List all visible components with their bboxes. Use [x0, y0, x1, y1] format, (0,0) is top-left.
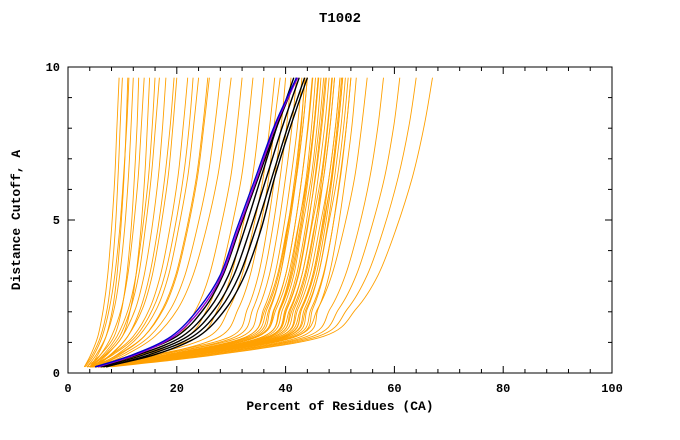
model-curves-orange	[89, 77, 292, 368]
reference-curves-black	[103, 77, 309, 368]
model-curves-orange	[86, 77, 134, 368]
tick-label: 40	[278, 382, 292, 396]
model-curves-orange	[92, 77, 210, 368]
model-curves-orange	[94, 77, 343, 368]
model-curves-orange	[94, 77, 178, 368]
model-curves-orange	[106, 77, 417, 368]
highlight-curve-purple	[97, 77, 299, 368]
model-curves-orange	[86, 77, 140, 368]
tick-label: 20	[170, 382, 184, 396]
model-curves-orange	[102, 77, 344, 368]
model-curves-orange	[90, 77, 306, 368]
model-curves-orange	[100, 77, 401, 368]
model-curves-orange	[96, 77, 320, 368]
model-curves-orange	[83, 77, 120, 368]
model-curves-orange	[90, 77, 194, 368]
model-curves-orange	[89, 77, 189, 368]
model-curves-orange	[89, 77, 145, 368]
model-curves-orange	[86, 77, 287, 368]
model-curves-orange	[95, 77, 306, 368]
tick-label: 100	[601, 382, 623, 396]
reference-curves-black	[100, 77, 300, 368]
model-curves-orange	[92, 77, 327, 368]
model-curves-orange	[96, 77, 209, 368]
y-axis-label: Distance Cutoff, A	[9, 150, 24, 291]
reference-curves-black	[105, 77, 306, 368]
model-curves-orange	[93, 77, 175, 368]
model-curves-orange	[91, 77, 313, 368]
x-axis-label: Percent of Residues (CA)	[246, 399, 433, 414]
highlight-curve-blue	[94, 77, 298, 368]
model-curves-orange	[103, 77, 344, 368]
model-curves-orange	[83, 77, 123, 368]
model-curves-orange	[111, 77, 433, 368]
model-curves-orange	[85, 77, 130, 368]
tick-label: 10	[46, 61, 60, 75]
chart-title: T1002	[319, 11, 361, 27]
model-curves-orange	[90, 77, 160, 368]
curve-layer	[83, 77, 433, 368]
model-curves-orange	[98, 77, 326, 368]
model-curves-orange	[94, 77, 200, 368]
model-curves-orange	[92, 77, 303, 368]
tick-label: 60	[387, 382, 401, 396]
reference-curves-black	[95, 77, 295, 368]
model-curves-orange	[97, 77, 232, 368]
tick-label: 0	[64, 382, 71, 396]
model-curves-orange	[89, 77, 151, 368]
model-curves-orange	[100, 77, 368, 368]
axes-layer: 0 20 40 60 80 100 0 5 10	[46, 61, 623, 396]
tick-label: 80	[496, 382, 510, 396]
model-curves-orange	[95, 77, 221, 368]
tick-label: 0	[53, 367, 60, 381]
model-curves-orange	[89, 77, 243, 368]
model-curves-orange	[89, 77, 129, 368]
model-curves-orange	[100, 77, 281, 368]
tick-label: 5	[53, 214, 60, 228]
